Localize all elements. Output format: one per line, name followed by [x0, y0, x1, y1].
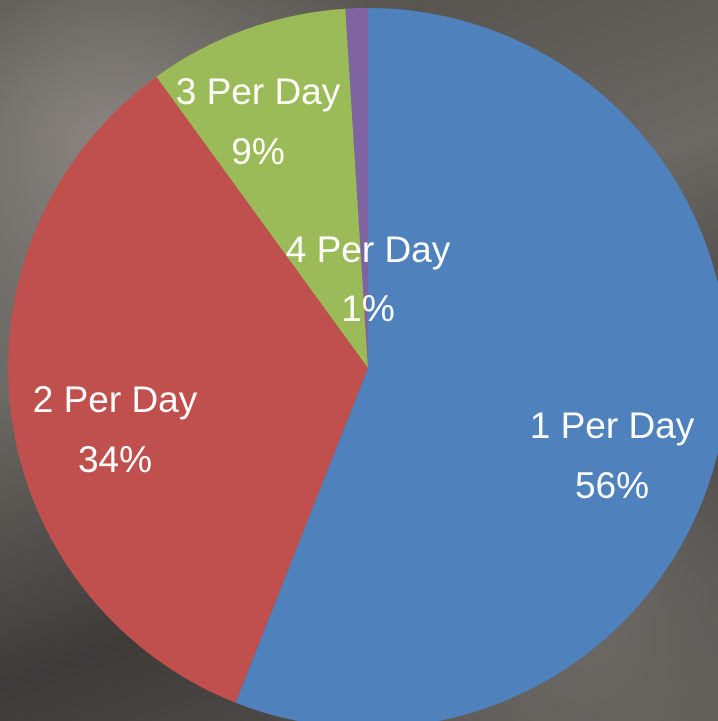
slice-category-label: 1 Per Day [530, 405, 695, 446]
pie-slice [235, 8, 718, 721]
slice-value-label: 56% [575, 465, 649, 506]
pie-slice [156, 8, 368, 368]
slice-category-label: 2 Per Day [33, 379, 198, 420]
slice-category-label: 3 Per Day [176, 71, 341, 112]
pie-slice [345, 8, 368, 368]
slice-value-label: 34% [78, 439, 152, 480]
pie-slice [7, 76, 368, 703]
slice-value-label: 1% [341, 288, 394, 329]
slice-category-label: 4 Per Day [286, 229, 451, 270]
slice-value-label: 9% [231, 131, 284, 172]
